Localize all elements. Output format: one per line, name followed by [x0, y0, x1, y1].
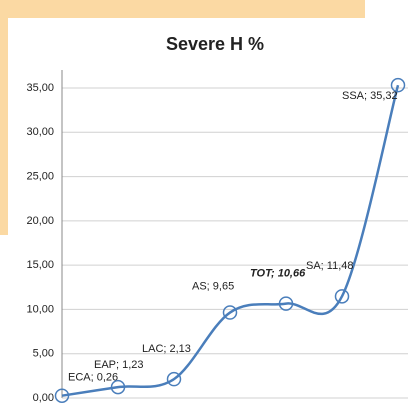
marker — [110, 379, 126, 395]
y-tick-label: 10,00 — [26, 303, 54, 315]
marker — [278, 296, 294, 311]
marker — [54, 388, 70, 403]
marker — [334, 289, 350, 304]
y-tick-label: 0,00 — [33, 392, 54, 404]
y-tick-label: 25,00 — [26, 170, 54, 182]
data-label: ECA; 0,26 — [68, 372, 118, 384]
marker — [222, 305, 238, 320]
marker — [390, 77, 406, 93]
y-tick-label: 30,00 — [26, 126, 54, 138]
y-tick-label: 35,00 — [26, 82, 54, 94]
data-label: SA; 11,48 — [306, 260, 354, 272]
y-tick-label: 20,00 — [26, 215, 54, 227]
y-tick-label: 5,00 — [33, 348, 54, 360]
data-label: SSA; 35,32 — [342, 90, 398, 102]
data-label: EAP; 1,23 — [94, 359, 144, 371]
data-label: LAC; 2,13 — [142, 343, 191, 355]
marker — [166, 371, 182, 387]
chart-title: Severe H % — [166, 34, 264, 54]
y-tick-label: 15,00 — [26, 259, 54, 271]
data-label: AS; 9,65 — [192, 280, 234, 292]
chart-area — [8, 18, 408, 409]
data-label: TOT; 10,66 — [250, 267, 306, 279]
